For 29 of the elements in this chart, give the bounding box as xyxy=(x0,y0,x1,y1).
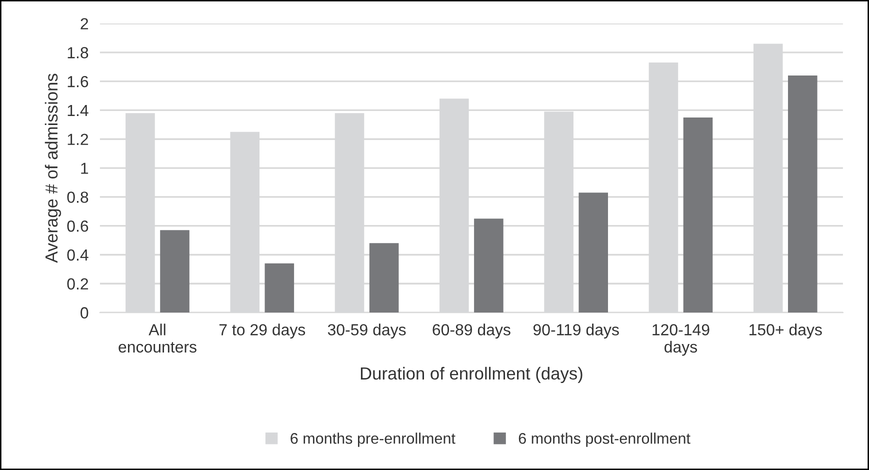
y-tick-label: 0 xyxy=(80,307,88,318)
x-tick-label: 120-149 days xyxy=(652,324,710,356)
bar xyxy=(683,117,713,313)
bar xyxy=(578,192,608,313)
x-tick-label: All encounters xyxy=(118,324,196,353)
y-tick-label: 1.4 xyxy=(68,105,88,116)
x-tick-label: 90-119 days xyxy=(533,324,619,339)
bar xyxy=(369,243,399,313)
y-tick-label: 0.6 xyxy=(67,220,88,232)
y-tick-label: 1.2 xyxy=(68,134,88,145)
bar xyxy=(474,218,504,313)
y-tick-label: 2 xyxy=(80,18,88,30)
bar xyxy=(788,76,818,313)
y-tick-label: 1.8 xyxy=(68,47,88,58)
x-tick-label: 30-59 days xyxy=(328,324,406,339)
y-tick-label: 0.4 xyxy=(67,249,88,261)
x-tick-label: 150+ days xyxy=(750,324,822,339)
y-tick-label: 0.8 xyxy=(67,192,88,203)
x-tick-label: 7 to 29 days xyxy=(219,324,306,339)
legend-label: 6 months post-enrollment xyxy=(518,432,690,447)
y-tick-label: 0.2 xyxy=(67,278,88,290)
x-tick-label: 60-89 days xyxy=(432,324,510,339)
y-tick-label: 1 xyxy=(81,162,88,174)
y-axis-title: Average # of admissions xyxy=(44,74,62,263)
bar xyxy=(264,263,294,313)
x-axis-title: Duration of enrollment (days) xyxy=(360,366,582,384)
bar xyxy=(160,230,190,313)
legend-label: 6 months pre-enrollment xyxy=(290,432,456,447)
y-tick-label: 1.6 xyxy=(68,76,88,88)
